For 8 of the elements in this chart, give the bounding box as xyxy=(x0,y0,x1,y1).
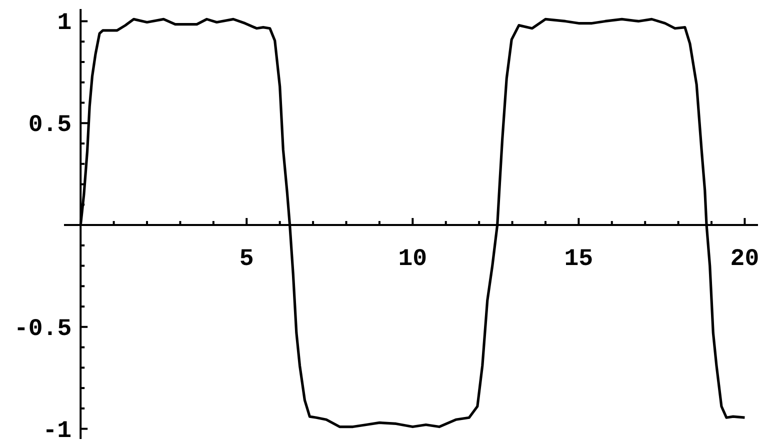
y-tick-label: -0.5 xyxy=(14,316,72,343)
x-tick-label: 20 xyxy=(730,246,760,274)
y-tick-label: 0.5 xyxy=(28,112,72,140)
y-tick-label: 1 xyxy=(57,10,72,38)
x-tick-label: 10 xyxy=(398,246,428,274)
x-tick-label: 15 xyxy=(564,246,594,274)
x-tick-label: 5 xyxy=(239,246,254,274)
y-tick-label: -1 xyxy=(42,418,72,444)
